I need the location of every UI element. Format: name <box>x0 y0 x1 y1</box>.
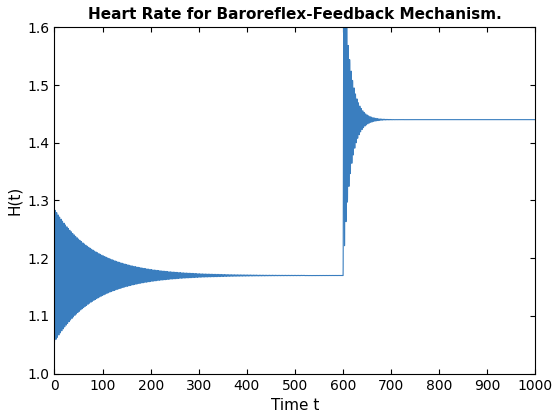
X-axis label: Time t: Time t <box>271 398 319 413</box>
Y-axis label: H(t): H(t) <box>7 186 22 215</box>
Title: Heart Rate for Baroreflex-Feedback Mechanism.: Heart Rate for Baroreflex-Feedback Mecha… <box>88 7 502 22</box>
